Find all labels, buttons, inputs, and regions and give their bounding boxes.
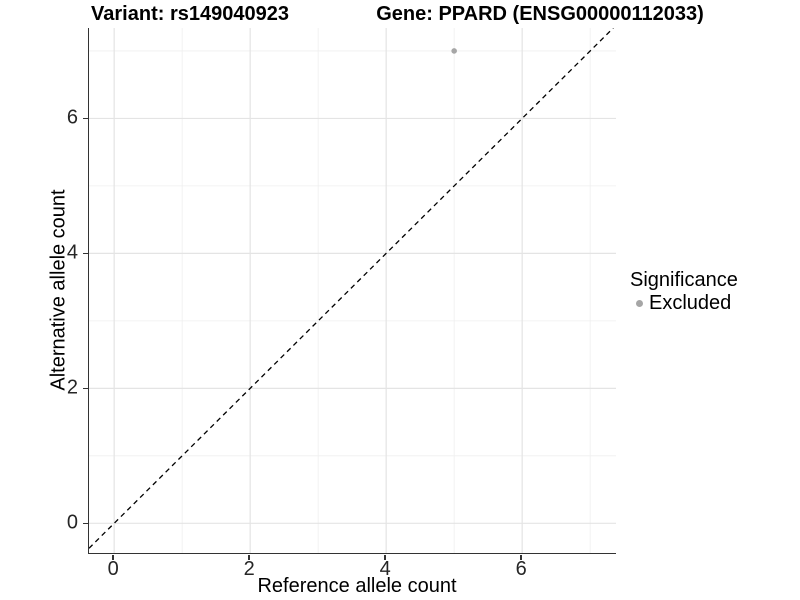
x-tick-label: 4 (379, 558, 391, 580)
legend-item-excluded: Excluded (630, 292, 738, 315)
y-axis-tick (83, 252, 88, 255)
x-axis-tick (112, 554, 114, 560)
y-tick-label: 0 (66, 511, 78, 534)
y-axis-tick (83, 117, 88, 120)
plot-title-gene: Gene: PPARD (ENSG00000112033) (376, 3, 704, 25)
x-axis-tick (384, 554, 386, 560)
plot-panel (88, 28, 616, 554)
x-tick-label: 6 (515, 558, 527, 580)
x-axis-title: Reference allele count (257, 575, 457, 597)
x-tick-label: 2 (243, 558, 255, 580)
x-tick-label: 0 (107, 558, 119, 580)
y-tick-label: 2 (66, 376, 78, 399)
legend-title: Significance (630, 269, 738, 291)
plot-title-variant: Variant: rs149040923 (91, 3, 289, 25)
y-tick-label: 4 (66, 241, 78, 264)
identity-reference-line (89, 28, 614, 549)
legend-point-icon (636, 300, 643, 307)
y-axis-title: Alternative allele count (47, 189, 70, 391)
x-axis-tick (248, 554, 250, 560)
y-axis-tick (83, 522, 88, 525)
data-point (451, 48, 457, 54)
x-axis-tick (520, 554, 522, 560)
legend: Significance Excluded (630, 269, 738, 315)
y-axis-tick (83, 387, 88, 390)
legend-item-label: Excluded (649, 292, 732, 314)
y-tick-label: 6 (66, 106, 78, 129)
plot-canvas (89, 28, 616, 553)
